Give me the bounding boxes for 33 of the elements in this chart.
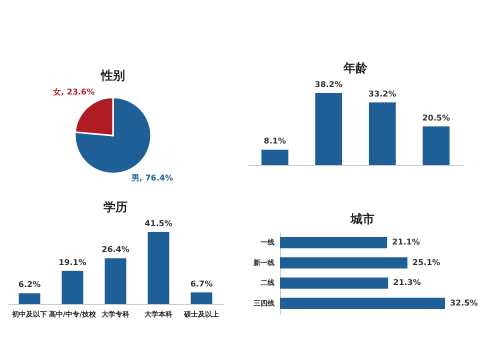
slice-label: 男, 76.4%: [130, 173, 173, 182]
bar: [18, 293, 40, 304]
pie-slice: [74, 96, 152, 174]
data-label: 32.5%: [450, 298, 478, 308]
bar: [261, 150, 288, 165]
data-label: 8.1%: [264, 136, 286, 146]
data-label: 6.2%: [18, 280, 41, 290]
data-label: 21.3%: [393, 278, 421, 288]
bar: [280, 257, 408, 268]
slice-label: 女, 23.6%: [52, 88, 95, 97]
chart-title: 城市: [350, 212, 374, 226]
data-label: 19.1%: [58, 258, 86, 267]
bar: [104, 258, 126, 304]
chart-title: 性别: [100, 68, 125, 83]
chart-title: 年龄: [342, 61, 368, 75]
bar: [280, 298, 445, 309]
bar: [280, 237, 388, 248]
data-label: 26.4%: [102, 245, 130, 254]
bar: [62, 270, 84, 304]
bar: [422, 126, 450, 165]
bar: [280, 278, 388, 289]
bar: [148, 232, 170, 304]
data-label: 6.7%: [190, 279, 213, 288]
chart-title: 学历: [104, 200, 128, 214]
data-label: 38.2%: [314, 80, 343, 89]
bar: [315, 93, 342, 165]
data-label: 25.1%: [412, 258, 440, 267]
bar: [368, 102, 396, 165]
data-label: 21.1%: [392, 238, 420, 247]
data-label: 33.2%: [368, 89, 396, 98]
data-label: 41.5%: [144, 219, 172, 228]
data-label: 20.5%: [422, 113, 450, 122]
bar: [190, 292, 212, 304]
